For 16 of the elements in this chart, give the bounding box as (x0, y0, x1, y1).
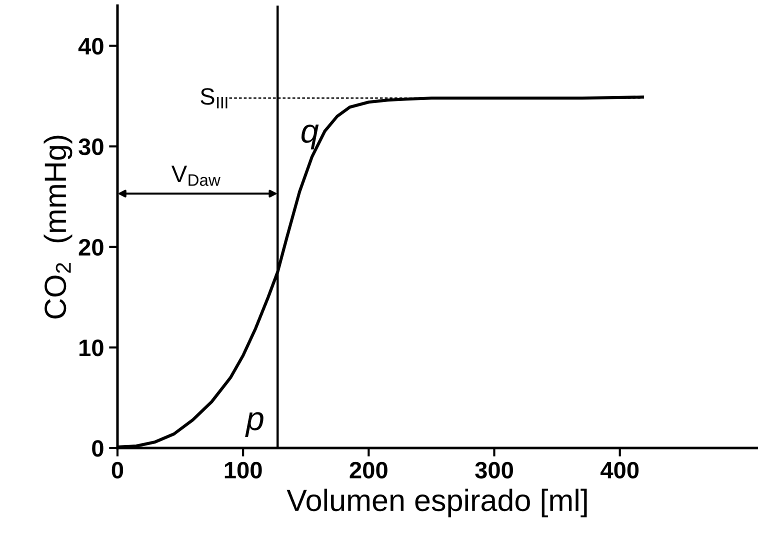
x-tick-label: 400 (600, 462, 639, 479)
x-tick-label: 200 (350, 462, 388, 479)
annotation: V$_{Daw}$ (171, 166, 220, 186)
y-tick-label: 30 (78, 138, 104, 156)
y-tick-label: 20 (78, 238, 104, 256)
annotation: q (302, 124, 319, 150)
x-axis-title: Volumen espirado [ml] (286, 488, 587, 518)
y-tick-label: 10 (80, 340, 104, 356)
y-tick-label: 0 (92, 440, 104, 457)
y-tick-label: 40 (78, 38, 104, 55)
annotation: p (245, 412, 264, 437)
annotation: S$_{III}$ (200, 88, 228, 108)
x-tick-label: 100 (224, 462, 262, 479)
x-tick-label: 0 (112, 462, 124, 479)
y-axis-title: CO$_{2}$ (mmHg) (44, 136, 72, 318)
x-tick-label: 300 (475, 462, 513, 479)
